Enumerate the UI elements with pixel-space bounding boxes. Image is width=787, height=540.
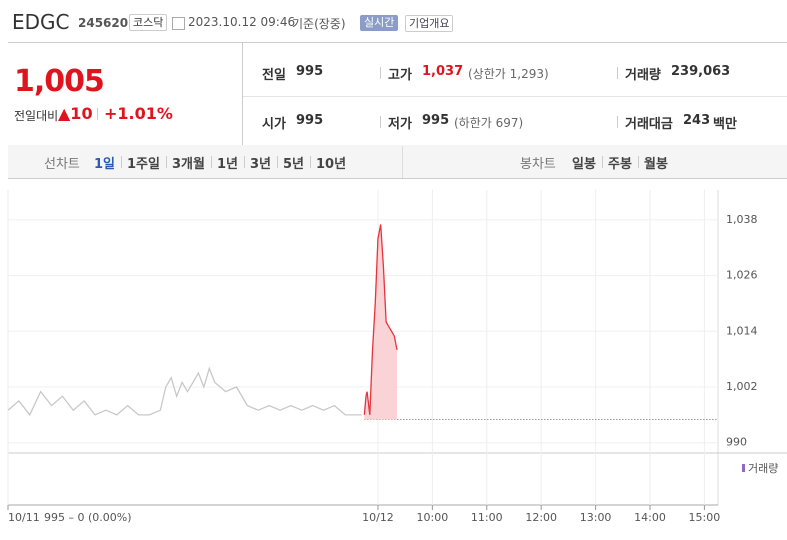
stock-code: 245620 (78, 16, 129, 30)
separator (602, 156, 603, 168)
item-label: 거래대금 (625, 117, 673, 132)
realtime-button[interactable]: 실시간 (360, 15, 399, 31)
separator (638, 156, 639, 168)
separator (166, 156, 167, 168)
tab-label: 봉차트 (520, 157, 556, 172)
separator (310, 156, 311, 168)
period-tab[interactable]: 5년 (283, 157, 305, 172)
separator (211, 156, 212, 168)
item-value: 995 (422, 113, 450, 128)
chart: 거래량 990 1,002 1,014 1,026 1,038 10/11 10/12 10:… (7, 190, 787, 524)
price: 1,005 (14, 64, 105, 99)
x-tick-label: 10/11 (8, 511, 40, 524)
x-tick-label: 10:00 (417, 511, 449, 524)
separator (380, 116, 381, 128)
item-value: 995 (296, 113, 324, 128)
x-tick-label: 14:00 (634, 511, 666, 524)
period-tab[interactable]: 주봉 (608, 157, 632, 172)
period-tab[interactable]: 1주일 (127, 157, 160, 172)
period-tab[interactable]: 1일 (94, 157, 116, 172)
separator (97, 108, 98, 120)
basis: 기준(장중) (292, 17, 346, 31)
tab-label: 선차트 (44, 157, 80, 172)
x-tick-label: 15:00 (689, 511, 721, 524)
change-label: 전일대비 (14, 109, 59, 123)
x-tick-label: 11:00 (471, 511, 503, 524)
item-note: (상한가 1,293) (468, 67, 549, 81)
y-tick-label: 990 (726, 436, 747, 449)
change: ▲10 (58, 104, 93, 123)
separator (244, 156, 245, 168)
period-tab[interactable]: 10년 (316, 157, 347, 172)
item-value: 243 (683, 113, 711, 128)
period-tab[interactable]: 1년 (217, 157, 239, 172)
overview-button[interactable]: 기업개요 (405, 15, 454, 32)
change-pct: +1.01% (104, 104, 173, 123)
market-badge: 코스닥 (129, 14, 168, 31)
prev-summary: 995 – 0 (0.00%) (44, 511, 132, 524)
item-unit: 백만 (713, 117, 737, 132)
price-line (363, 224, 398, 415)
separator (617, 116, 618, 128)
item-label: 전일 (262, 68, 286, 83)
period-tab[interactable]: 월봉 (644, 157, 668, 172)
period-tab[interactable]: 3년 (250, 157, 272, 172)
separator (617, 67, 618, 79)
item-label: 저가 (388, 117, 412, 132)
legend-swatch (742, 464, 745, 472)
item-note: (하한가 697) (454, 116, 524, 130)
divider (242, 42, 243, 145)
item-value: 995 (296, 64, 324, 79)
separator (121, 156, 122, 168)
item-value: 239,063 (671, 64, 731, 79)
divider (402, 146, 403, 178)
divider (243, 96, 787, 97)
item-label: 시가 (262, 117, 286, 132)
datetime: 2023.10.12 09:46 (188, 15, 296, 29)
volume-label: 거래량 (748, 462, 778, 475)
y-tick-label: 1,002 (726, 380, 758, 393)
separator (380, 67, 381, 79)
y-tick-label: 1,026 (726, 269, 758, 282)
x-tick-label: 12:00 (525, 511, 557, 524)
x-tick-label: 10/12 (362, 511, 394, 524)
y-tick-label: 1,038 (726, 213, 758, 226)
item-value: 1,037 (422, 64, 464, 79)
area (364, 224, 398, 420)
tab-bar (8, 145, 787, 179)
period-tab[interactable]: 3개월 (172, 157, 205, 172)
calendar-icon (172, 17, 185, 30)
period-tab[interactable]: 일봉 (572, 157, 596, 172)
separator (277, 156, 278, 168)
x-tick-label: 13:00 (580, 511, 612, 524)
item-label: 고가 (388, 68, 412, 83)
price-line (7, 366, 362, 417)
stock-name: EDGC (12, 10, 70, 34)
item-label: 거래량 (625, 68, 661, 83)
y-tick-label: 1,014 (726, 324, 758, 337)
